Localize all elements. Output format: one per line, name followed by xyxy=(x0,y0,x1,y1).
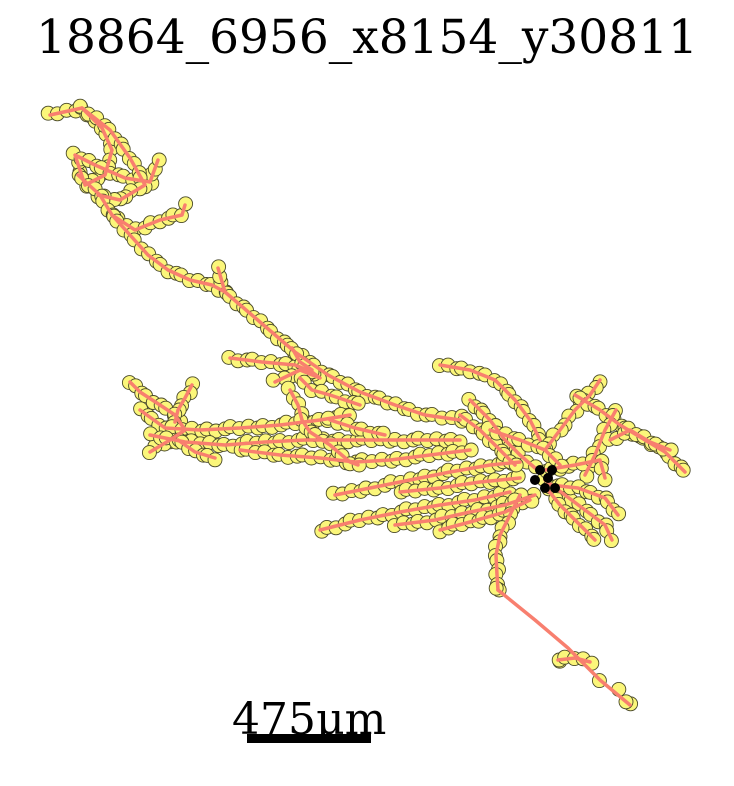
neurite-branch xyxy=(398,476,522,494)
branch-layer xyxy=(48,106,687,707)
neurite-branch xyxy=(290,346,314,372)
neurite-branch xyxy=(496,588,632,707)
neurite-branch xyxy=(223,290,462,422)
neurite-branch xyxy=(543,458,607,480)
soma-layer xyxy=(530,465,560,493)
soma-marker xyxy=(530,475,540,485)
neurite-branch xyxy=(76,173,187,232)
neurite-branch xyxy=(48,106,160,187)
soma-marker xyxy=(540,483,550,493)
neurite-branch xyxy=(328,418,387,437)
neurite-branch xyxy=(546,488,597,542)
neurite-branch xyxy=(333,460,522,497)
neurite-branch xyxy=(488,428,562,467)
neurite-branch xyxy=(238,448,472,464)
neurite-branch xyxy=(318,490,512,532)
neurite-branch xyxy=(228,356,322,384)
neurite-branch xyxy=(138,408,352,432)
scale-bar xyxy=(247,734,371,743)
neurite-branch xyxy=(583,408,618,477)
soma-marker xyxy=(550,483,560,493)
neurite-branch xyxy=(494,493,522,592)
soma-marker xyxy=(543,473,553,483)
soma-marker xyxy=(535,465,545,475)
neurite-branch xyxy=(458,413,517,467)
soma-marker xyxy=(547,465,557,475)
neurite-branch xyxy=(176,438,217,460)
neurite-branch xyxy=(438,498,532,532)
neurite-branch xyxy=(80,106,147,202)
neurite-branch xyxy=(608,428,672,452)
neurite-branch xyxy=(468,398,537,470)
neurite-branch xyxy=(543,378,602,452)
neurite-branch xyxy=(110,213,227,294)
neurite-branch xyxy=(438,363,542,442)
neurite-branch xyxy=(556,656,592,664)
figure-title: 18864_6956_x8154_y30811 xyxy=(36,10,698,65)
neurite-branch xyxy=(173,383,194,424)
neurite-branch xyxy=(298,376,362,407)
neurite-branch xyxy=(288,388,360,467)
neurite-branch xyxy=(548,483,620,517)
neurite-branch xyxy=(148,433,462,447)
